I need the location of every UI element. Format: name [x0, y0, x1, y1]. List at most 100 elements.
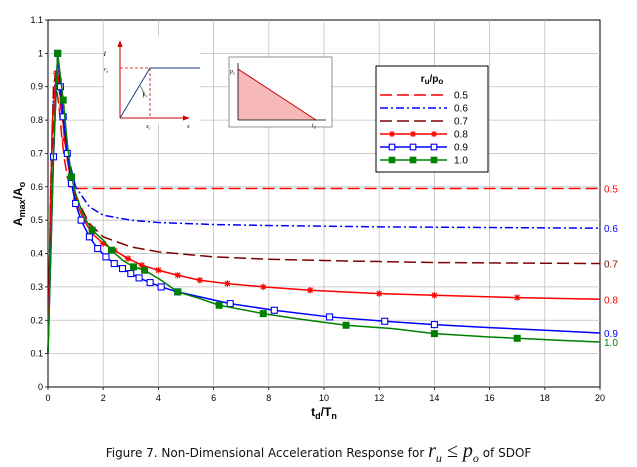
x-tick-label: 10: [319, 393, 329, 403]
series-point: [157, 283, 165, 291]
inset-resistance-diagram: l ru ke xe x: [104, 36, 200, 131]
x-tick-label: 6: [211, 393, 216, 403]
chart: 0 2 4 6 8 10 12 14 16 18 20 0 0.1 0.2 0.3 0.4 0.5 0.6 0.7…: [11, 15, 618, 421]
series-point: [77, 216, 85, 224]
inset-1-xlabel: xe: [145, 124, 151, 131]
series-point: [514, 294, 521, 301]
series-point: [388, 156, 396, 164]
x-tick-label: 16: [485, 393, 495, 403]
legend-entry: 0.8: [380, 130, 468, 141]
y-axis-label-sub2: o: [17, 181, 27, 187]
caption-math-le: ≤: [441, 440, 463, 462]
legend-entry: 0.5: [380, 91, 468, 102]
inset-1-axis-x-label: x: [186, 124, 190, 130]
inset-1-slope-label: ke: [143, 92, 148, 99]
series-point: [110, 260, 118, 268]
legend-entry: 0.7: [380, 117, 468, 128]
legend-label: 0.6: [454, 104, 468, 115]
legend-label: 0.9: [454, 143, 468, 154]
series-point: [59, 113, 67, 121]
series-point: [430, 321, 438, 329]
series-point: [409, 143, 417, 151]
series-point: [135, 274, 143, 282]
series-1.0: [47, 49, 601, 354]
caption-math-p: p: [462, 440, 473, 462]
legend-title-slash: /p: [430, 74, 439, 85]
inset-1-xlabel-sub: e: [149, 126, 151, 131]
series-point: [376, 290, 383, 297]
series-point: [118, 265, 127, 273]
caption-prefix: Figure 7. Non-Dimensional Acceleration R…: [105, 446, 429, 460]
series-point: [88, 226, 96, 234]
series-point: [174, 272, 181, 279]
inset-2-pulse-edge: [237, 68, 317, 121]
legend-label: 0.5: [454, 91, 468, 102]
y-tick-label: 1.1: [30, 15, 43, 25]
legend-label: 0.7: [454, 117, 468, 128]
x-tick-label: 8: [266, 393, 271, 403]
inset-1-xlabel-main: x: [145, 124, 149, 130]
legend-label: 1.0: [454, 156, 468, 167]
legend-box: [375, 65, 489, 173]
x-tick-label: 12: [374, 393, 384, 403]
legend-title-main: r: [421, 74, 425, 85]
series-point: [85, 233, 93, 241]
series-point: [307, 287, 314, 294]
x-axis-label-sub1: d: [315, 411, 321, 421]
y-tick-labels: 0 0.1 0.2 0.3 0.4 0.5 0.6 0.7 0.8 0.9 1 1.1: [30, 15, 48, 392]
inset-1-frame: [104, 36, 200, 124]
inset-2-ylabel: po: [229, 69, 235, 76]
y-axis-label-slash: /A: [11, 187, 25, 199]
series-point: [174, 288, 182, 296]
series-point: [63, 149, 71, 158]
inset-1-ylabel-main: r: [104, 67, 107, 73]
inset-1-ylabel-sub: u: [106, 69, 108, 74]
series-point: [102, 253, 110, 261]
inset-1-slope-main: k: [143, 92, 146, 98]
series-point: [59, 96, 67, 104]
y-axis-label: Amax/Ao: [11, 181, 27, 226]
y-tick-label: 0: [38, 382, 43, 392]
series-point: [127, 270, 135, 278]
series-point: [107, 246, 115, 254]
x-axis-label-sub2: n: [331, 411, 337, 421]
series-point: [388, 143, 396, 151]
x-tick-label: 18: [540, 393, 550, 403]
series-point: [513, 334, 521, 342]
inset-1-slope-sub: e: [146, 94, 148, 99]
series-point: [389, 131, 395, 137]
end-label-0.6: 0.6: [604, 224, 618, 235]
inset-1-ylabel: ru: [104, 67, 108, 74]
end-labels: 0.5 0.6 0.7 0.8 0.91.0: [604, 184, 618, 348]
inset-1-x-arrow: [183, 115, 190, 121]
inset-1-y-arrow: [117, 40, 123, 47]
legend-entry: 1.0: [380, 156, 468, 167]
x-tick-label: 14: [429, 393, 439, 403]
inset-1-tick-mark: l: [104, 52, 106, 58]
series-point: [224, 280, 231, 287]
series-point: [226, 300, 234, 308]
end-label-0.7: 0.7: [604, 260, 618, 271]
caption-suffix: of SDOF: [478, 446, 532, 460]
series-point: [155, 267, 162, 274]
legend-label: 0.8: [454, 130, 468, 141]
series-point: [196, 277, 203, 284]
series-point: [381, 317, 389, 325]
y-tick-label: 0.8: [30, 115, 43, 125]
end-label-0.9: 0.9: [604, 329, 618, 340]
series-group: [47, 49, 601, 354]
x-axis-label-main: t: [311, 405, 315, 419]
series-line: [47, 53, 601, 354]
legend: ru/po 0.5 0.6 0.7 0.8 0.9 1.0: [375, 65, 489, 173]
series-point: [141, 266, 149, 274]
inset-1-slope-arc: [139, 85, 144, 99]
end-label-1.0: 1.0: [604, 338, 618, 349]
caption-math-o: o: [472, 451, 479, 465]
x-axis-label-slash: /T: [321, 405, 332, 419]
series-point: [430, 156, 438, 164]
legend-title-sub2: o: [438, 77, 443, 86]
x-tick-labels: 0 2 4 6 8 10 12 14 16 18 20: [45, 387, 605, 403]
y-tick-label: 1: [38, 48, 43, 58]
y-tick-label: 0.1: [30, 349, 43, 359]
legend-entry: 0.6: [380, 104, 468, 115]
